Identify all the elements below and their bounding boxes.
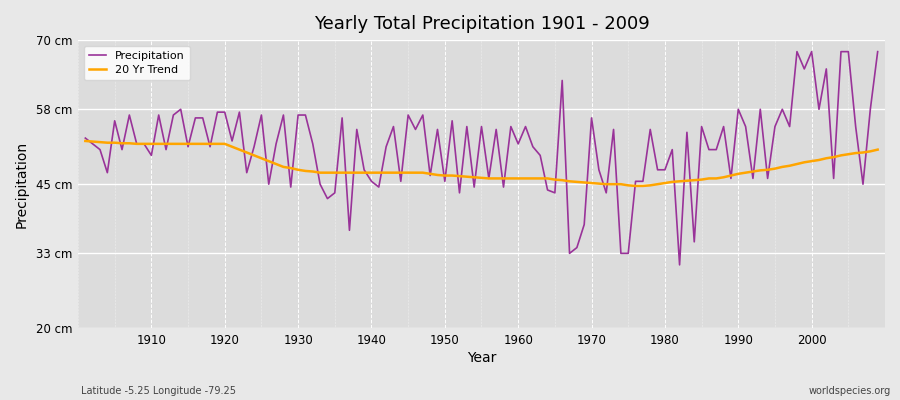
Precipitation xyxy=(506,124,517,129)
Legend: Precipitation, 20 Yr Trend: Precipitation, 20 Yr Trend xyxy=(84,46,190,80)
Precipitation xyxy=(344,228,355,233)
Precipitation xyxy=(80,136,91,140)
20 Yr Trend xyxy=(630,184,641,188)
Precipitation xyxy=(601,190,612,195)
20 Yr Trend xyxy=(513,176,524,181)
20 Yr Trend xyxy=(344,170,355,175)
20 Yr Trend xyxy=(139,142,149,146)
Precipitation xyxy=(674,262,685,267)
20 Yr Trend xyxy=(872,147,883,152)
Text: Latitude -5.25 Longitude -79.25: Latitude -5.25 Longitude -79.25 xyxy=(81,386,236,396)
20 Yr Trend xyxy=(506,176,517,181)
Precipitation xyxy=(139,142,149,146)
Precipitation xyxy=(872,49,883,54)
Precipitation xyxy=(513,142,524,146)
X-axis label: Year: Year xyxy=(467,351,496,365)
Line: 20 Yr Trend: 20 Yr Trend xyxy=(86,141,878,186)
Title: Yearly Total Precipitation 1901 - 2009: Yearly Total Precipitation 1901 - 2009 xyxy=(313,15,650,33)
Text: worldspecies.org: worldspecies.org xyxy=(809,386,891,396)
20 Yr Trend xyxy=(601,182,612,186)
20 Yr Trend xyxy=(80,138,91,143)
20 Yr Trend xyxy=(300,168,310,173)
Line: Precipitation: Precipitation xyxy=(86,52,878,265)
Precipitation xyxy=(792,49,803,54)
Y-axis label: Precipitation: Precipitation xyxy=(15,141,29,228)
Precipitation xyxy=(300,113,310,118)
